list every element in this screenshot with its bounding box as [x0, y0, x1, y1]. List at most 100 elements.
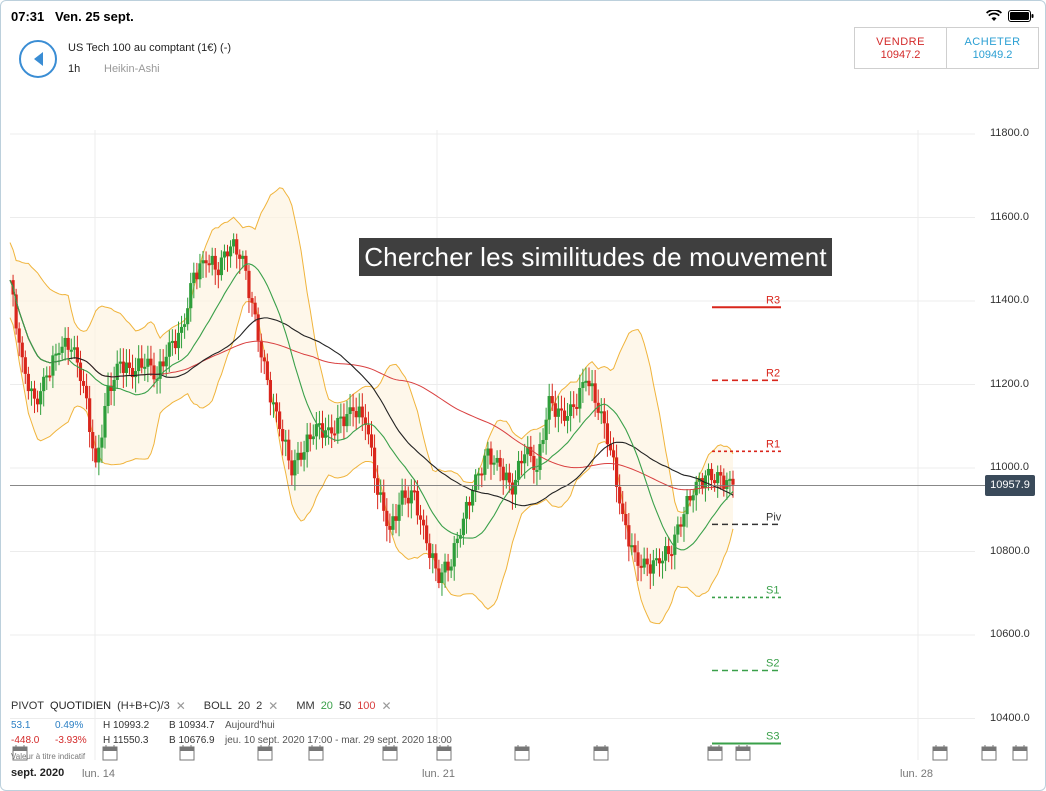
candle-body [189, 283, 193, 309]
candle-body [348, 407, 352, 415]
candle-body [425, 525, 429, 544]
x-axis-label: lun. 14 [82, 768, 116, 780]
candle-body [452, 543, 456, 567]
candle-body [544, 419, 548, 440]
candle-body [596, 402, 600, 413]
y-tick-label: 10600.0 [990, 628, 1030, 640]
pivot-indicator[interactable]: PIVOT QUOTIDIEN (H+B+C)/3 ✕ [11, 699, 186, 713]
pivot-period: QUOTIDIEN [50, 700, 112, 712]
candle-body [201, 260, 205, 264]
candle-body [624, 514, 628, 526]
chart-type-selector[interactable]: Heikin-Ashi [104, 63, 160, 75]
candle-body [394, 516, 398, 521]
sell-price: 10947.2 [880, 49, 921, 61]
candle-body [115, 363, 119, 380]
remove-boll-icon[interactable]: ✕ [268, 699, 279, 713]
buy-button[interactable]: ACHETER 10949.2 [946, 28, 1038, 68]
candle-body [400, 490, 404, 505]
instrument-title[interactable]: US Tech 100 au comptant (1€) (-) [68, 42, 232, 54]
candle-body [48, 375, 52, 378]
back-button[interactable] [19, 40, 57, 78]
calendar-event-icon[interactable] [382, 745, 398, 761]
timeframe-selector[interactable]: 1h [68, 63, 81, 75]
candle-body [437, 568, 441, 583]
candle-body [470, 490, 475, 506]
remove-mm-icon[interactable]: ✕ [381, 699, 392, 713]
mm-20: 20 [320, 700, 333, 712]
sell-button[interactable]: VENDRE 10947.2 [855, 28, 946, 68]
candle-body [725, 480, 729, 489]
calendar-event-icon[interactable] [257, 745, 273, 761]
calendar-event-icon[interactable] [735, 745, 751, 761]
calendar-event-icon[interactable] [707, 745, 723, 761]
candle-body [673, 534, 677, 555]
candle-body [627, 525, 631, 547]
candle-body [302, 452, 306, 460]
remove-pivot-icon[interactable]: ✕ [175, 699, 186, 713]
candle-body [559, 408, 564, 411]
calendar-event-icon[interactable] [12, 745, 28, 761]
candle-body [124, 362, 129, 373]
candle-body [149, 358, 153, 366]
candle-body [35, 398, 40, 405]
y-tick-label: 11600.0 [990, 210, 1029, 223]
candle-body [100, 437, 104, 448]
candle-body [51, 355, 55, 376]
candle-body [474, 474, 478, 491]
candle-body [535, 469, 539, 472]
candle-body [572, 404, 576, 407]
calendar-event-icon[interactable] [1012, 745, 1028, 761]
mm-label: MM [296, 700, 315, 712]
candle-body [713, 480, 717, 484]
status-icons [986, 10, 1034, 22]
calendar-event-icon[interactable] [179, 745, 195, 761]
calendar-event-icon[interactable] [436, 745, 452, 761]
stats-row-range: -448.0 -3.93% H 11550.3 B 10676.9 jeu. 10 se… [11, 735, 452, 746]
candle-body [161, 361, 165, 367]
stat-period: Aujourd'hui [225, 720, 275, 731]
candle-body [290, 460, 294, 476]
pivot-formula: (H+B+C)/3 [117, 700, 170, 712]
calendar-event-icon[interactable] [308, 745, 324, 761]
y-tick-label: 10800.0 [990, 544, 1030, 557]
candle-body [516, 460, 521, 480]
candle-body [127, 362, 132, 368]
pivot-label-r2: R2 [766, 367, 780, 379]
calendar-event-icon[interactable] [514, 745, 530, 761]
candle-body [529, 446, 533, 456]
candle-body [259, 340, 263, 358]
candle-body [63, 337, 67, 347]
mm-indicator[interactable]: MM 20 50 100 ✕ [296, 699, 391, 713]
candle-body [134, 371, 138, 378]
boll-indicator[interactable]: BOLL 20 2 ✕ [204, 699, 279, 713]
candle-body [461, 518, 466, 536]
candle-body [186, 308, 190, 325]
candle-body [17, 328, 21, 343]
candle-body [691, 495, 695, 501]
calendar-event-icon[interactable] [981, 745, 997, 761]
candle-body [29, 388, 34, 392]
candle-body [130, 367, 135, 378]
sell-label: VENDRE [876, 36, 925, 48]
candle-body [565, 416, 570, 421]
candle-body [483, 455, 487, 475]
candle-body [630, 545, 634, 548]
candle-body [376, 478, 380, 495]
candle-body [498, 457, 502, 467]
candle-body [391, 516, 395, 530]
candle-body [477, 473, 481, 476]
candle-body [507, 472, 511, 483]
candle-body [140, 358, 144, 368]
candle-body [446, 561, 450, 571]
calendar-event-icon[interactable] [932, 745, 948, 761]
candle-body [277, 411, 282, 430]
calendar-event-icon[interactable] [102, 745, 118, 761]
candle-body [578, 387, 582, 409]
candle-body [256, 314, 260, 341]
candle-body [84, 385, 89, 399]
indicator-legend: PIVOT QUOTIDIEN (H+B+C)/3 ✕ BOLL 20 2 ✕ … [11, 699, 404, 713]
candle-body [440, 572, 444, 583]
calendar-event-icon[interactable] [593, 745, 609, 761]
candle-body [232, 239, 236, 247]
